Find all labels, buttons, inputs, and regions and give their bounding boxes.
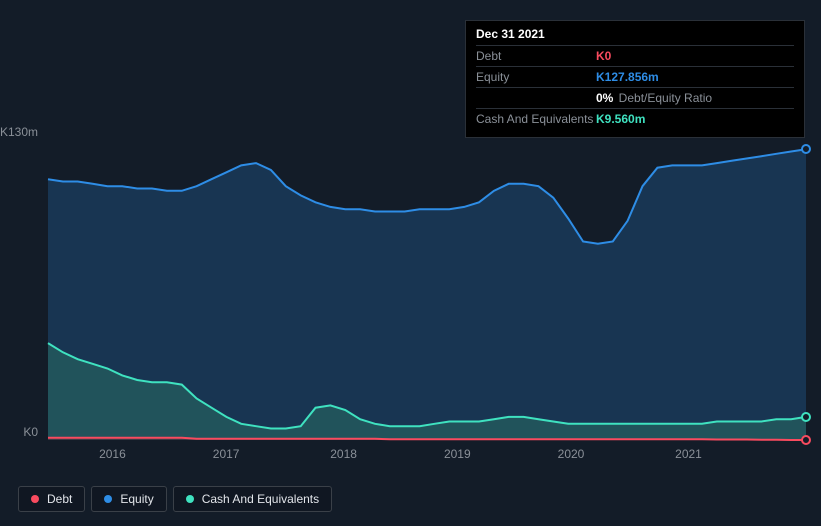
legend-item-label: Cash And Equivalents — [202, 492, 319, 506]
tooltip-row-value: K9.560m — [596, 109, 794, 130]
x-axis-tick: 2021 — [675, 447, 702, 461]
tooltip-row-value: K0 — [596, 46, 794, 67]
legend-item-label: Debt — [47, 492, 72, 506]
financials-chart: K130m K0 201620172018201920202021 — [18, 125, 806, 505]
tooltip-row-value: K127.856m — [596, 67, 794, 88]
x-axis: 2016 2017 2018 2019 2020 2021 — [48, 447, 806, 467]
legend-item-equity[interactable]: Equity — [91, 486, 166, 512]
legend-item-debt[interactable]: Debt — [18, 486, 85, 512]
tooltip-table: DebtK0EquityK127.856m0% Debt/Equity Rati… — [476, 45, 794, 129]
tooltip-row-label: Equity — [476, 67, 596, 88]
tooltip-row-label: Debt — [476, 46, 596, 67]
equity-end-marker — [801, 144, 811, 154]
chart-tooltip: Dec 31 2021 DebtK0EquityK127.856m0% Debt… — [465, 20, 805, 138]
debt-end-marker — [801, 435, 811, 445]
cash-end-marker — [801, 412, 811, 422]
legend-dot-icon — [186, 495, 194, 503]
x-axis-tick: 2016 — [99, 447, 126, 461]
x-axis-tick: 2020 — [558, 447, 585, 461]
x-axis-tick: 2018 — [330, 447, 357, 461]
legend-dot-icon — [31, 495, 39, 503]
tooltip-row-label — [476, 88, 596, 109]
tooltip-row-label: Cash And Equivalents — [476, 109, 596, 130]
plot-area[interactable] — [48, 140, 806, 440]
legend-dot-icon — [104, 495, 112, 503]
x-axis-tick: 2019 — [444, 447, 471, 461]
tooltip-date: Dec 31 2021 — [476, 27, 794, 45]
y-axis-label-top: K130m — [0, 125, 38, 139]
tooltip-row-value: 0% Debt/Equity Ratio — [596, 88, 794, 109]
legend: Debt Equity Cash And Equivalents — [18, 486, 332, 512]
y-axis-label-bottom: K0 — [0, 425, 38, 439]
x-axis-tick: 2017 — [213, 447, 240, 461]
debt-area — [48, 140, 806, 440]
legend-item-cash[interactable]: Cash And Equivalents — [173, 486, 332, 512]
legend-item-label: Equity — [120, 492, 153, 506]
